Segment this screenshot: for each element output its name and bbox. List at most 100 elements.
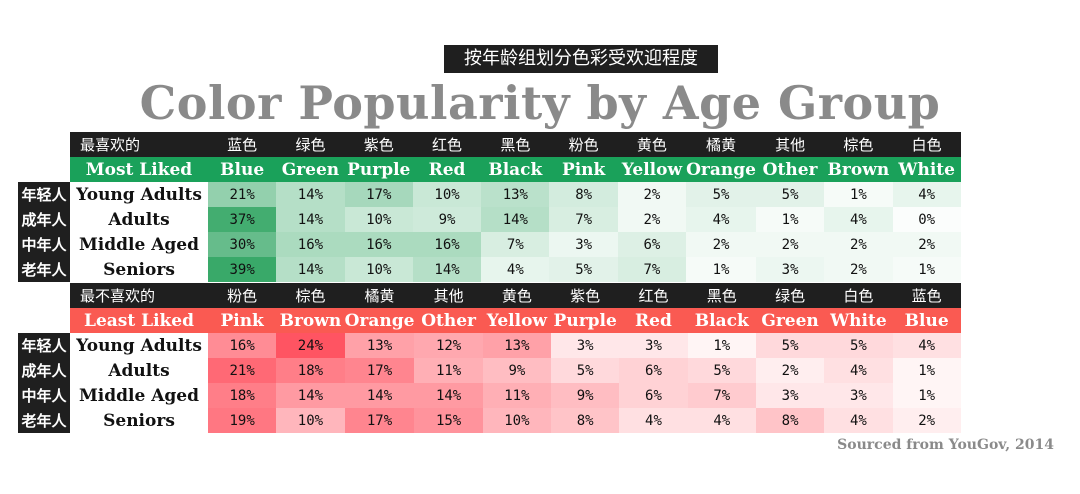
disliked-heatmap-cell: 4% <box>824 358 893 383</box>
liked-column-label-zh: 红色 <box>412 132 482 157</box>
disliked-column-label-zh: 紫色 <box>551 283 620 308</box>
disliked-heatmap-cell: 5% <box>755 333 825 358</box>
disliked-heatmap-cell: 9% <box>482 358 552 383</box>
disliked-heatmap-cell: 8% <box>551 408 620 433</box>
liked-column-label: Other <box>755 157 825 182</box>
liked-column-label-zh: 绿色 <box>276 132 345 157</box>
liked-heatmap-cell: 16% <box>344 232 413 257</box>
liked-heatmap-cell: 3% <box>549 232 618 257</box>
disliked-table-row: 老年人 Seniors 19% 10% 17% 15% 10% 8% 4% 4% 8% 4% 2% <box>18 408 961 433</box>
disliked-column-label: Brown <box>276 308 345 333</box>
disliked-table-row: 中年人 Middle Aged 18% 14% 14% 14% 11% 9% 6% 7% 3% 3% 1… <box>18 383 961 408</box>
disliked-column-label: Green <box>755 308 825 333</box>
disliked-heatmap-cell: 1% <box>892 383 961 408</box>
liked-table-row: 老年人 Seniors 39% 14% 10% 14% 4% 5% 7% 1% 3% 2% 1% <box>18 257 961 282</box>
disliked-heatmap-cell: 3% <box>619 333 688 358</box>
disliked-heatmap-cell: 3% <box>824 383 893 408</box>
disliked-column-label-zh: 黄色 <box>482 283 552 308</box>
liked-column-label-zh: 白色 <box>892 132 961 157</box>
liked-heatmap-cell: 17% <box>344 182 413 207</box>
most-liked-heatmap: 最喜欢的 蓝色 绿色 紫色 红色 黑色 粉色 黄色 橘黄 其他 棕色 白色 Most Liked Blue… <box>18 132 961 282</box>
disliked-heatmap-cell: 10% <box>276 408 345 433</box>
liked-column-label: Red <box>412 157 482 182</box>
liked-column-label: Pink <box>549 157 618 182</box>
disliked-column-label-zh: 橘黄 <box>344 283 415 308</box>
disliked-heatmap-cell: 21% <box>208 358 277 383</box>
liked-heatmap-cell: 0% <box>892 207 961 232</box>
disliked-section-label: Least Liked <box>70 308 208 333</box>
liked-column-label: White <box>892 157 961 182</box>
disliked-column-label-zh: 蓝色 <box>892 283 961 308</box>
liked-heatmap-cell: 7% <box>549 207 618 232</box>
liked-table-row: 年轻人 Young Adults 21% 14% 17% 10% 13% 8% 2% 5% 5% 1%… <box>18 182 961 207</box>
disliked-heatmap-cell: 14% <box>344 383 415 408</box>
least-liked-heatmap: 最不喜欢的 粉色 棕色 橘黄 其他 黄色 紫色 红色 黑色 绿色 白色 蓝色 Least Liked Pi… <box>18 283 961 433</box>
liked-heatmap-cell: 4% <box>481 257 550 282</box>
liked-heatmap-cell: 5% <box>549 257 618 282</box>
disliked-column-label: Red <box>619 308 688 333</box>
liked-heatmap-cell: 2% <box>824 257 893 282</box>
disliked-column-label: White <box>824 308 893 333</box>
disliked-heatmap-cell: 9% <box>551 383 620 408</box>
liked-column-label: Brown <box>824 157 893 182</box>
disliked-heatmap-cell: 3% <box>755 383 825 408</box>
disliked-heatmap-cell: 1% <box>687 333 756 358</box>
liked-heatmap-cell: 8% <box>549 182 618 207</box>
age-group-label: Young Adults <box>70 182 208 207</box>
disliked-column-label-zh: 黑色 <box>687 283 756 308</box>
liked-heatmap-cell: 7% <box>617 257 687 282</box>
liked-heatmap-cell: 21% <box>208 182 277 207</box>
disliked-column-label: Pink <box>208 308 277 333</box>
liked-heatmap-cell: 2% <box>892 232 961 257</box>
liked-heatmap-cell: 4% <box>686 207 756 232</box>
liked-heatmap-cell: 7% <box>481 232 550 257</box>
liked-column-label-zh: 橘黄 <box>686 132 756 157</box>
disliked-heatmap-cell: 2% <box>892 408 961 433</box>
liked-heatmap-cell: 2% <box>617 182 687 207</box>
liked-heatmap-cell: 6% <box>617 232 687 257</box>
liked-heatmap-cell: 3% <box>755 257 825 282</box>
disliked-column-label: Other <box>414 308 483 333</box>
liked-column-label-zh: 蓝色 <box>208 132 277 157</box>
disliked-heatmap-cell: 7% <box>687 383 756 408</box>
disliked-heatmap-cell: 17% <box>344 358 415 383</box>
liked-section-label-zh: 最喜欢的 <box>70 132 208 157</box>
disliked-heatmap-cell: 13% <box>344 333 415 358</box>
disliked-column-label: Orange <box>344 308 415 333</box>
chinese-title: 按年龄组划分色彩受欢迎程度 <box>444 45 718 73</box>
age-group-label: Young Adults <box>70 333 208 358</box>
liked-column-label-zh: 棕色 <box>824 132 893 157</box>
liked-heatmap-cell: 2% <box>617 207 687 232</box>
age-group-label: Seniors <box>70 408 208 433</box>
age-group-label-zh: 成年人 <box>18 207 70 232</box>
disliked-column-label-zh: 白色 <box>824 283 893 308</box>
liked-heatmap-cell: 4% <box>824 207 893 232</box>
disliked-heatmap-cell: 1% <box>892 358 961 383</box>
disliked-heatmap-cell: 4% <box>619 408 688 433</box>
disliked-heatmap-cell: 6% <box>619 383 688 408</box>
disliked-heatmap-cell: 13% <box>482 333 552 358</box>
liked-heatmap-cell: 1% <box>892 257 961 282</box>
disliked-heatmap-cell: 18% <box>208 383 277 408</box>
disliked-table-row: 成年人 Adults 21% 18% 17% 11% 9% 5% 6% 5% 2% 4% 1% <box>18 358 961 383</box>
liked-heatmap-cell: 1% <box>824 182 893 207</box>
disliked-heatmap-cell: 24% <box>276 333 345 358</box>
liked-heatmap-cell: 5% <box>755 182 825 207</box>
age-group-label-zh: 成年人 <box>18 358 70 383</box>
liked-heatmap-cell: 2% <box>686 232 756 257</box>
liked-heatmap-cell: 10% <box>412 182 482 207</box>
disliked-heatmap-cell: 11% <box>482 383 552 408</box>
disliked-column-label: Black <box>687 308 756 333</box>
liked-heatmap-cell: 5% <box>686 182 756 207</box>
disliked-heatmap-cell: 10% <box>482 408 552 433</box>
disliked-column-label-zh: 粉色 <box>208 283 277 308</box>
disliked-column-label: Purple <box>551 308 620 333</box>
disliked-heatmap-cell: 4% <box>824 408 893 433</box>
liked-section-label: Most Liked <box>70 157 208 182</box>
disliked-heatmap-cell: 4% <box>892 333 961 358</box>
liked-heatmap-cell: 1% <box>755 207 825 232</box>
disliked-heatmap-cell: 5% <box>824 333 893 358</box>
disliked-column-label-zh: 其他 <box>414 283 483 308</box>
age-group-label: Middle Aged <box>70 232 208 257</box>
disliked-heatmap-cell: 12% <box>414 333 483 358</box>
